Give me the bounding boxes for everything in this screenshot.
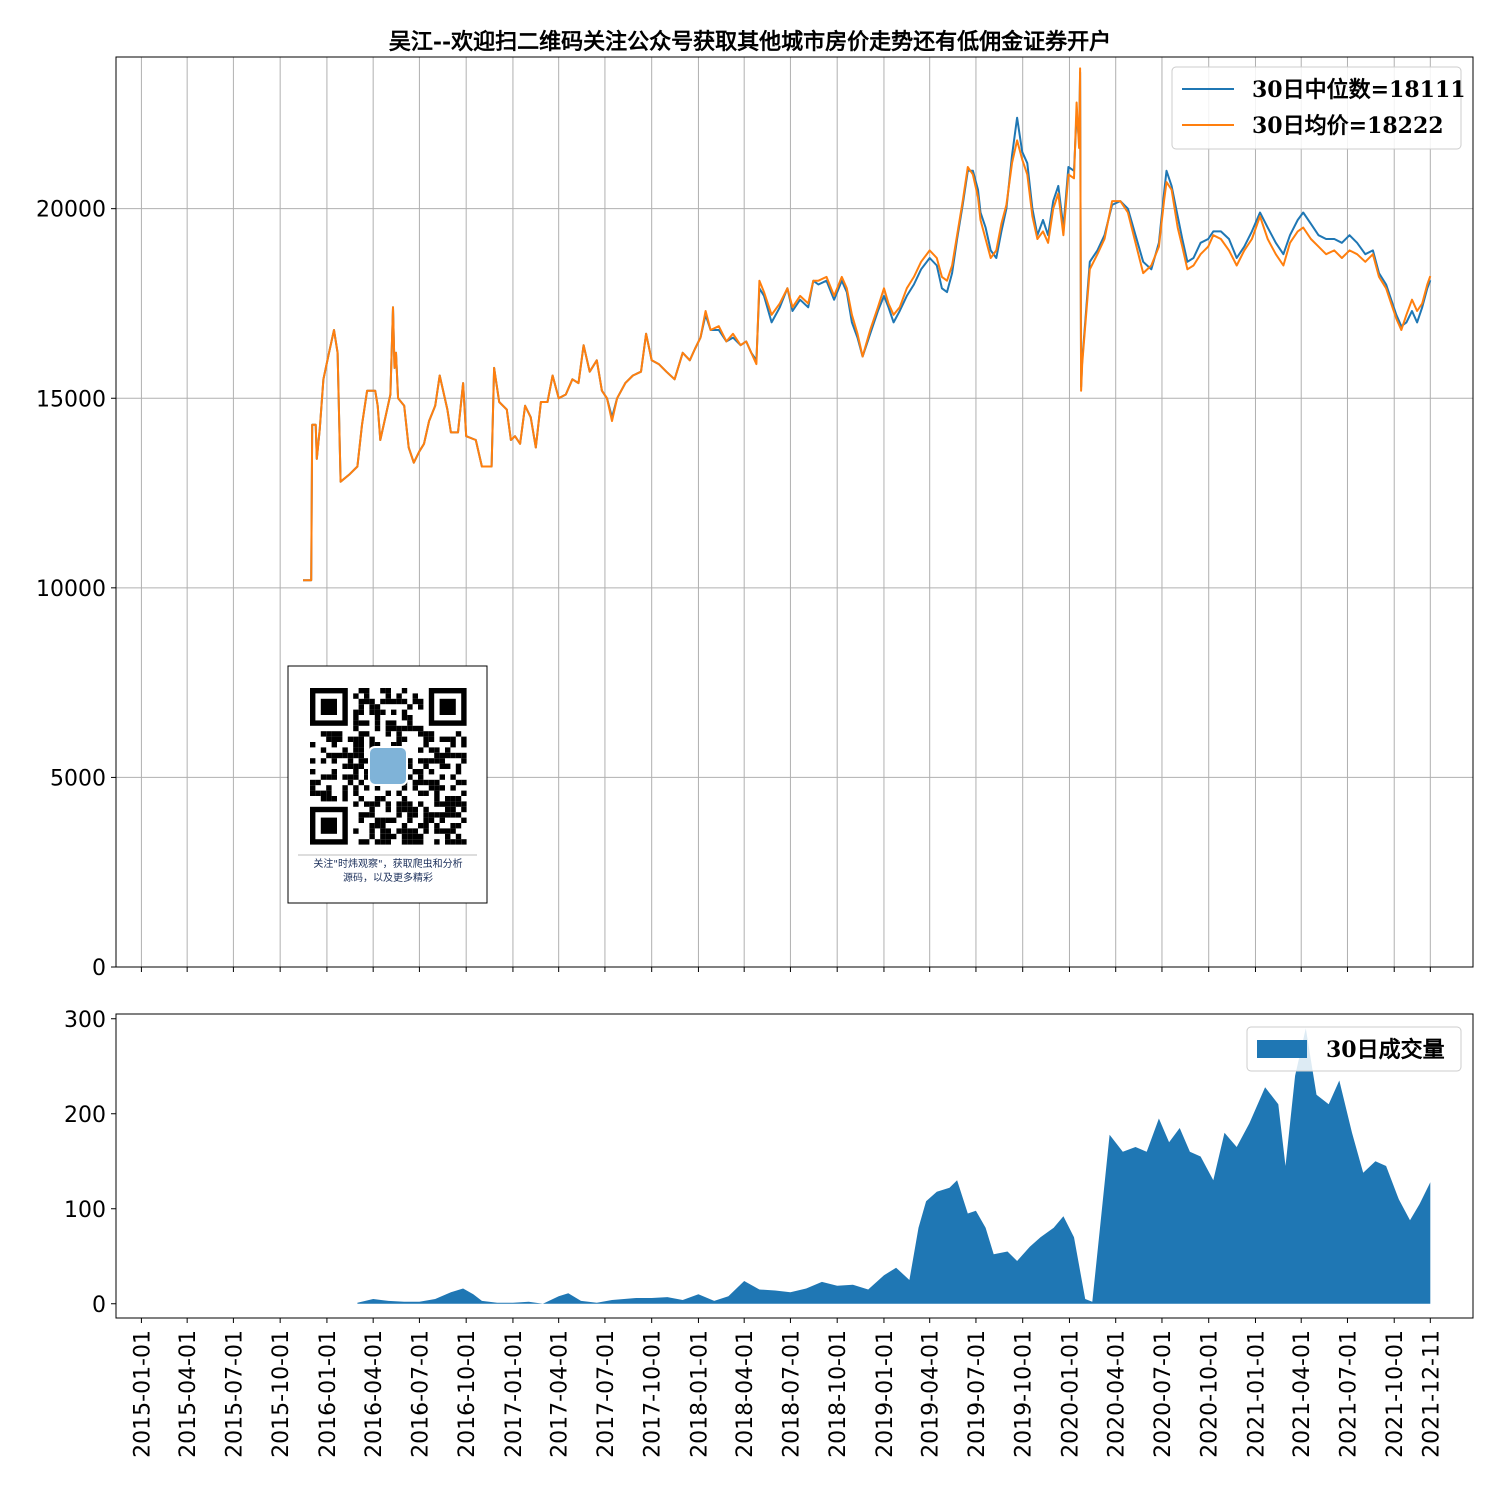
bottom-x-ticks: 2015-01-01 2015-04-01 2015-07-01 2015-10-01…	[130, 1318, 1444, 1458]
bottom-x-tick-label: 2020-04-01	[1105, 1330, 1130, 1458]
bottom-x-tick-label: 2015-04-01	[176, 1330, 201, 1458]
bottom-x-tick-label: 2021-04-01	[1290, 1330, 1315, 1458]
qr-caption-line2: 源码，以及更多精彩	[343, 871, 433, 884]
legend-volume-swatch	[1257, 1040, 1307, 1058]
top-y-tick-label: 20000	[36, 198, 106, 223]
bottom-x-tick-label: 2016-04-01	[362, 1330, 387, 1458]
bottom-x-tick-label: 2020-07-01	[1151, 1330, 1176, 1458]
top-grid	[116, 57, 1473, 967]
qr-code	[310, 688, 467, 845]
volume-area	[357, 1028, 1431, 1304]
top-axes-frame	[115, 56, 1474, 968]
top-y-tick-label: 5000	[50, 766, 106, 791]
bottom-y-tick-label: 100	[64, 1198, 106, 1223]
top-y-ticks: 0 5000 10000 15000 20000	[36, 198, 116, 981]
bottom-x-tick-label: 2019-10-01	[1012, 1330, 1037, 1458]
bottom-x-tick-label: 2017-01-01	[502, 1330, 527, 1458]
bottom-x-tick-label: 2018-01-01	[687, 1330, 712, 1458]
bottom-x-tick-label: 2021-07-01	[1337, 1330, 1362, 1458]
top-series	[303, 67, 1432, 582]
bottom-axes-frame	[115, 1013, 1474, 1319]
top-y-tick-label: 15000	[36, 387, 106, 412]
top-y-tick-label: 0	[92, 956, 106, 981]
bottom-x-tick-label: 2015-01-01	[130, 1330, 155, 1458]
bottom-x-tick-label: 2018-10-01	[826, 1330, 851, 1458]
bottom-x-tick-label: 2016-10-01	[455, 1330, 480, 1458]
qr-caption-line1: 关注"时炜观察"，获取爬虫和分析	[313, 857, 462, 870]
top-x-ticks	[140, 967, 1431, 972]
bottom-y-ticks: 0 100 200 300	[64, 1008, 116, 1318]
bottom-x-tick-label: 2017-10-01	[641, 1330, 666, 1458]
mean-price-line	[303, 67, 1432, 582]
bottom-x-tick-label: 2019-04-01	[919, 1330, 944, 1458]
bottom-x-tick-label: 2021-01-01	[1245, 1330, 1270, 1458]
qr-inset: 关注"时炜观察"，获取爬虫和分析 源码，以及更多精彩	[287, 665, 488, 904]
bottom-x-tick-label: 2018-07-01	[779, 1330, 804, 1458]
bottom-x-tick-label: 2019-07-01	[965, 1330, 990, 1458]
bottom-y-tick-label: 300	[64, 1008, 106, 1033]
bottom-x-tick-label: 2020-01-01	[1059, 1330, 1084, 1458]
bottom-x-tick-label: 2018-04-01	[733, 1330, 758, 1458]
legend-mean-label: 30日均价=18222	[1252, 113, 1444, 139]
bottom-y-tick-label: 200	[64, 1103, 106, 1128]
bottom-x-tick-label: 2016-07-01	[408, 1330, 433, 1458]
bottom-x-tick-label: 2016-01-01	[316, 1330, 341, 1458]
bottom-x-tick-label: 2017-07-01	[594, 1330, 619, 1458]
top-y-tick-label: 10000	[36, 577, 106, 602]
bottom-x-tick-label: 2017-04-01	[548, 1330, 573, 1458]
bottom-x-tick-label: 2021-10-01	[1383, 1330, 1408, 1458]
qr-avatar	[368, 746, 408, 786]
bottom-x-tick-label: 2019-01-01	[873, 1330, 898, 1458]
legend-median-label: 30日中位数=18111	[1252, 77, 1466, 103]
legend-volume-label: 30日成交量	[1326, 1037, 1445, 1063]
bottom-x-tick-label: 2015-10-01	[269, 1330, 294, 1458]
chart-title: 吴江--欢迎扫二维码关注公众号获取其他城市房价走势还有低佣金证券开户	[388, 29, 1112, 55]
bottom-x-tick-label: 2021-12-11	[1419, 1330, 1444, 1458]
bottom-legend: 30日成交量	[1246, 1026, 1462, 1072]
bottom-series	[357, 1028, 1431, 1304]
bottom-x-tick-label: 2020-10-01	[1198, 1330, 1223, 1458]
bottom-x-tick-label: 2015-07-01	[222, 1330, 247, 1458]
top-legend: 30日中位数=18111 30日均价=18222	[1171, 66, 1466, 150]
bottom-y-tick-label: 0	[92, 1293, 106, 1318]
